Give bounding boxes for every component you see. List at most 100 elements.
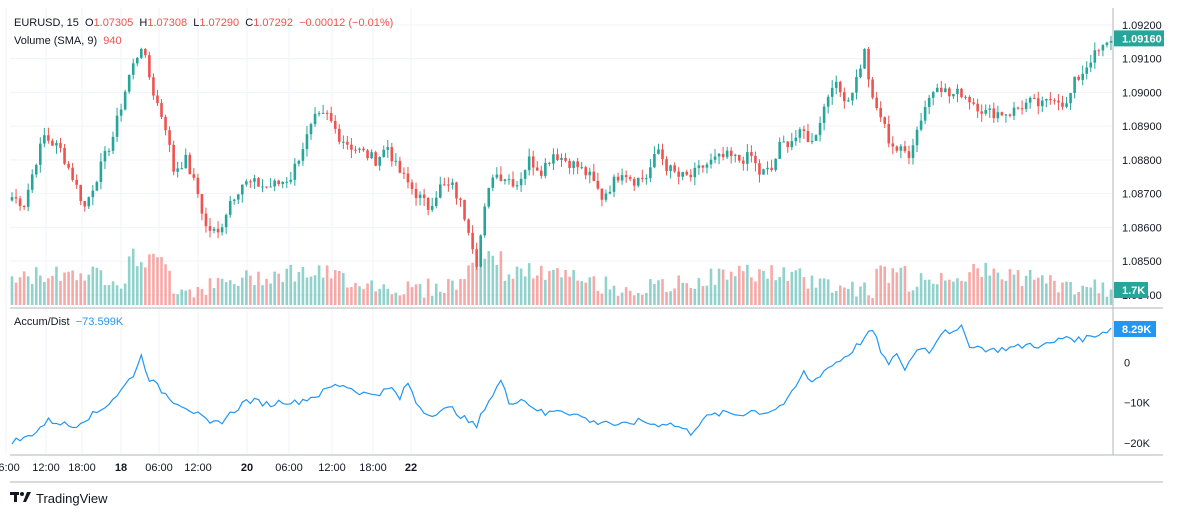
candle-body xyxy=(956,88,959,94)
volume-bar xyxy=(604,276,608,305)
volume-bar xyxy=(1097,293,1101,305)
candle-body xyxy=(641,177,644,179)
candle-body xyxy=(140,49,143,58)
volume-bar xyxy=(103,285,107,305)
candle-body xyxy=(67,163,70,168)
candle-body xyxy=(927,97,931,108)
volume-bar xyxy=(293,281,297,305)
candle-body xyxy=(701,165,705,168)
candle-body xyxy=(1049,98,1052,101)
volume-bar xyxy=(10,276,14,305)
accum-dist-legend-label[interactable]: Accum/Dist xyxy=(14,316,70,328)
volume-bar xyxy=(22,271,26,305)
candle-body xyxy=(329,113,333,122)
accum-dist-legend: Accum/Dist −73.599K xyxy=(14,315,123,329)
candle-body xyxy=(697,165,701,168)
symbol-label[interactable]: EURUSD xyxy=(14,17,61,29)
candle-body xyxy=(51,140,54,146)
volume-bar xyxy=(927,279,931,305)
accum-dist-last-label: 8.29K xyxy=(1122,324,1151,336)
time-tick-label: 20 xyxy=(241,462,253,474)
volume-bar xyxy=(212,288,216,305)
candle-body xyxy=(447,184,450,186)
volume-bar xyxy=(891,268,895,305)
candle-body xyxy=(200,193,204,214)
volume-bar xyxy=(71,270,74,305)
candle-body xyxy=(261,186,264,188)
candle-body xyxy=(766,167,769,170)
volume-bar xyxy=(378,288,381,305)
volume-bar xyxy=(843,287,846,305)
candle-body xyxy=(358,148,361,150)
interval-label[interactable]: 15 xyxy=(66,17,79,29)
volume-bar xyxy=(960,280,963,305)
volume-bar xyxy=(956,278,959,305)
volume-bar xyxy=(1020,286,1024,305)
volume-bar xyxy=(43,281,46,305)
volume-bar xyxy=(309,276,313,305)
candle-body xyxy=(855,77,858,93)
price-tick-label: 1.08700 xyxy=(1122,189,1162,201)
candle-body xyxy=(790,141,794,148)
volume-bar xyxy=(790,271,794,305)
candle-body xyxy=(742,160,745,164)
candle-body xyxy=(620,175,624,181)
candle-body xyxy=(636,177,640,186)
candle-body xyxy=(612,176,616,192)
candle-body xyxy=(208,226,212,231)
volume-bar xyxy=(196,287,200,305)
volume-bar xyxy=(301,266,305,305)
candle-body xyxy=(168,130,171,145)
volume-bar xyxy=(669,291,672,305)
volume-bar xyxy=(273,271,276,305)
candle-body xyxy=(382,149,386,158)
candle-body xyxy=(523,170,527,179)
volume-bar xyxy=(115,285,119,305)
price-tick-label: 1.09000 xyxy=(1122,87,1162,99)
candle-body xyxy=(34,164,38,175)
candle-body xyxy=(394,160,398,162)
candle-body xyxy=(903,146,907,152)
candle-body xyxy=(184,154,188,169)
volume-bar xyxy=(875,268,878,305)
volume-bar xyxy=(717,268,721,305)
time-tick-label: 06:00 xyxy=(0,462,20,474)
candle-body xyxy=(196,177,200,194)
volume-bar xyxy=(160,257,163,305)
brand[interactable]: TradingView xyxy=(10,491,108,506)
volume-bar xyxy=(249,275,252,305)
candle-body xyxy=(895,146,899,151)
candle-body xyxy=(1020,108,1024,110)
volume-bar xyxy=(754,281,757,305)
candle-body xyxy=(180,168,184,170)
volume-bar xyxy=(443,292,446,305)
volume-bars xyxy=(10,248,1113,305)
candle-body xyxy=(333,121,337,129)
candle-body xyxy=(362,148,365,151)
candle-body xyxy=(370,152,373,159)
volume-bar xyxy=(321,277,325,305)
volume-bar xyxy=(1016,270,1020,305)
high-label: H xyxy=(139,17,148,29)
candle-body xyxy=(10,197,14,201)
candle-body xyxy=(519,178,523,186)
volume-bar xyxy=(794,270,798,305)
volume-bar xyxy=(79,273,83,305)
volume-legend-label[interactable]: Volume (SMA, 9) xyxy=(14,35,98,47)
candle-body xyxy=(204,213,208,227)
candle-body xyxy=(285,181,289,183)
volume-bar xyxy=(737,265,741,305)
candle-body xyxy=(18,198,22,207)
candle-body xyxy=(374,152,377,166)
volume-bar xyxy=(135,266,139,305)
volume-bar xyxy=(455,289,458,305)
volume-bar xyxy=(584,282,588,305)
volume-bar xyxy=(996,272,1000,305)
candle-body xyxy=(782,141,786,143)
candle-body xyxy=(564,157,567,161)
candle-body xyxy=(99,161,103,183)
candle-body xyxy=(495,174,499,178)
candle-body xyxy=(1081,73,1084,80)
candle-body xyxy=(164,116,167,131)
